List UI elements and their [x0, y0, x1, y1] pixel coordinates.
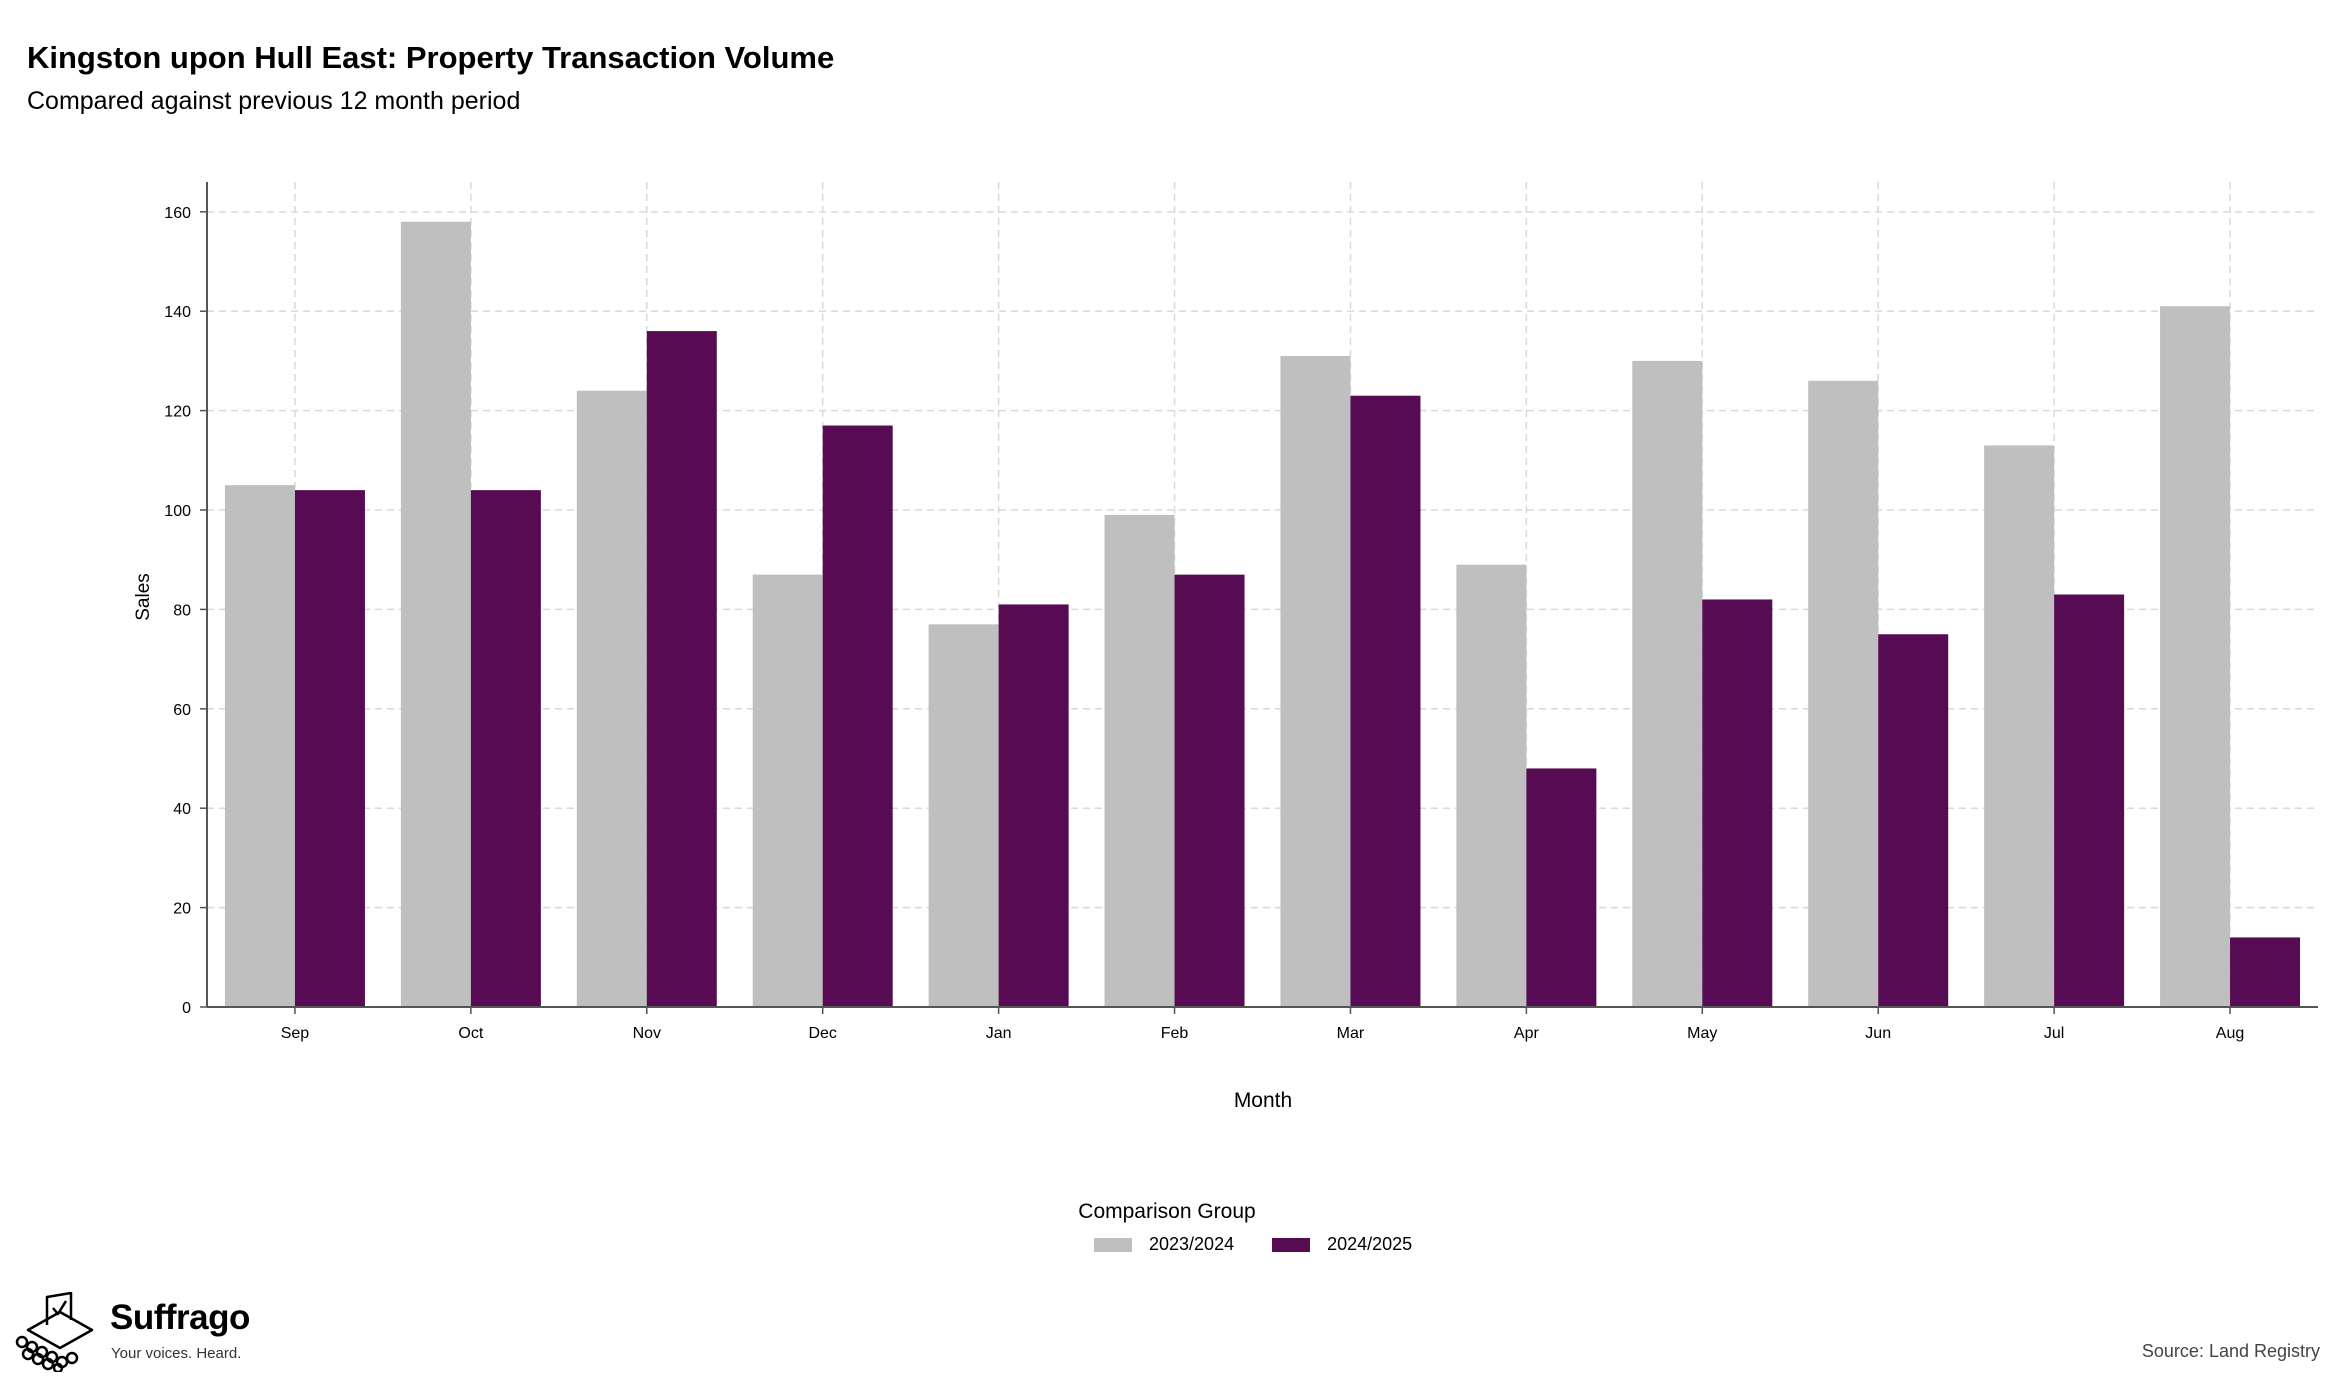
y-tick-label: 20	[173, 901, 191, 918]
legend: 2023/2024 2024/2025	[1094, 1234, 1450, 1255]
y-tick-label: 140	[164, 304, 191, 321]
y-axis-label: Sales	[133, 573, 154, 621]
x-tick-label: Aug	[2216, 1025, 2244, 1042]
legend-swatch	[1272, 1237, 1311, 1252]
bar-2024-2025-oct	[470, 490, 541, 1007]
brand-name: Suffrago	[110, 1298, 250, 1337]
x-tick-label: Apr	[1514, 1025, 1540, 1042]
bar-2023-2024-may	[1632, 360, 1703, 1007]
bar-2024-2025-may	[1702, 599, 1773, 1007]
chart-title: Kingston upon Hull East: Property Transa…	[27, 40, 835, 75]
bar-2023-2024-feb	[1104, 514, 1175, 1007]
bar-2023-2024-dec	[752, 574, 823, 1007]
y-tick-label: 160	[164, 205, 191, 222]
legend-label: 2023/2024	[1149, 1234, 1235, 1254]
x-tick-label: Jul	[2044, 1025, 2064, 1042]
bar-2023-2024-sep	[224, 485, 295, 1007]
bar-2023-2024-apr	[1456, 564, 1527, 1007]
chart-subtitle: Compared against previous 12 month perio…	[27, 87, 521, 115]
y-tick-label: 80	[173, 602, 191, 619]
bar-2024-2025-nov	[646, 331, 717, 1007]
bar-2023-2024-oct	[400, 221, 471, 1007]
x-axis-label: Month	[1234, 1089, 1292, 1112]
bar-2023-2024-mar	[1280, 355, 1351, 1007]
bar-chart: 0 20 40 60 80 100 120 140 160 Sep Oct Nov Dec Jan Feb M…	[133, 182, 2318, 1112]
bar-2024-2025-jan	[998, 604, 1069, 1007]
x-tick-label: Jan	[986, 1025, 1012, 1042]
bars	[224, 221, 2301, 1008]
x-tick-label: Feb	[1161, 1025, 1189, 1042]
bar-2024-2025-feb	[1174, 574, 1245, 1007]
brand-tagline: Your voices. Heard.	[111, 1345, 242, 1362]
bar-2024-2025-apr	[1526, 768, 1597, 1007]
x-tick-label: Jun	[1865, 1025, 1891, 1042]
x-tick-label: Dec	[808, 1025, 836, 1042]
y-tick-label: 40	[173, 801, 191, 818]
x-tick-label: May	[1687, 1025, 1717, 1042]
source-note: Source: Land Registry	[2141, 1341, 2320, 1361]
y-tick-label: 100	[164, 503, 191, 520]
bar-2024-2025-jul	[2054, 594, 2125, 1007]
y-tick-label: 60	[173, 702, 191, 719]
y-tick-label: 120	[164, 404, 191, 421]
bar-2024-2025-sep	[294, 490, 365, 1007]
bar-2023-2024-aug	[2160, 306, 2231, 1008]
bar-2023-2024-jul	[1984, 445, 2055, 1007]
x-tick-label: Sep	[281, 1025, 310, 1042]
bar-2023-2024-jun	[1808, 380, 1879, 1007]
bar-2024-2025-dec	[822, 425, 893, 1007]
legend-item-2024-2025: 2024/2025	[1272, 1234, 1412, 1255]
axes	[200, 182, 2318, 1014]
bar-2023-2024-jan	[928, 624, 999, 1007]
bar-2024-2025-aug	[2230, 937, 2301, 1007]
bar-2024-2025-jun	[1878, 634, 1949, 1007]
legend-title: Comparison Group	[1078, 1200, 1256, 1223]
x-tick-label: Nov	[633, 1025, 661, 1042]
y-tick-label: 0	[182, 1000, 191, 1017]
bar-2024-2025-mar	[1350, 395, 1421, 1007]
x-tick-label: Oct	[458, 1025, 483, 1042]
tick-labels: 0 20 40 60 80 100 120 140 160 Sep Oct Nov Dec Jan Feb M…	[164, 205, 2244, 1042]
legend-item-2023-2024: 2023/2024	[1094, 1234, 1234, 1255]
bar-2023-2024-nov	[576, 390, 647, 1007]
x-tick-label: Mar	[1337, 1025, 1365, 1042]
ballot-box-icon	[15, 1292, 94, 1372]
legend-label: 2024/2025	[1327, 1234, 1413, 1254]
legend-swatch	[1094, 1237, 1132, 1252]
